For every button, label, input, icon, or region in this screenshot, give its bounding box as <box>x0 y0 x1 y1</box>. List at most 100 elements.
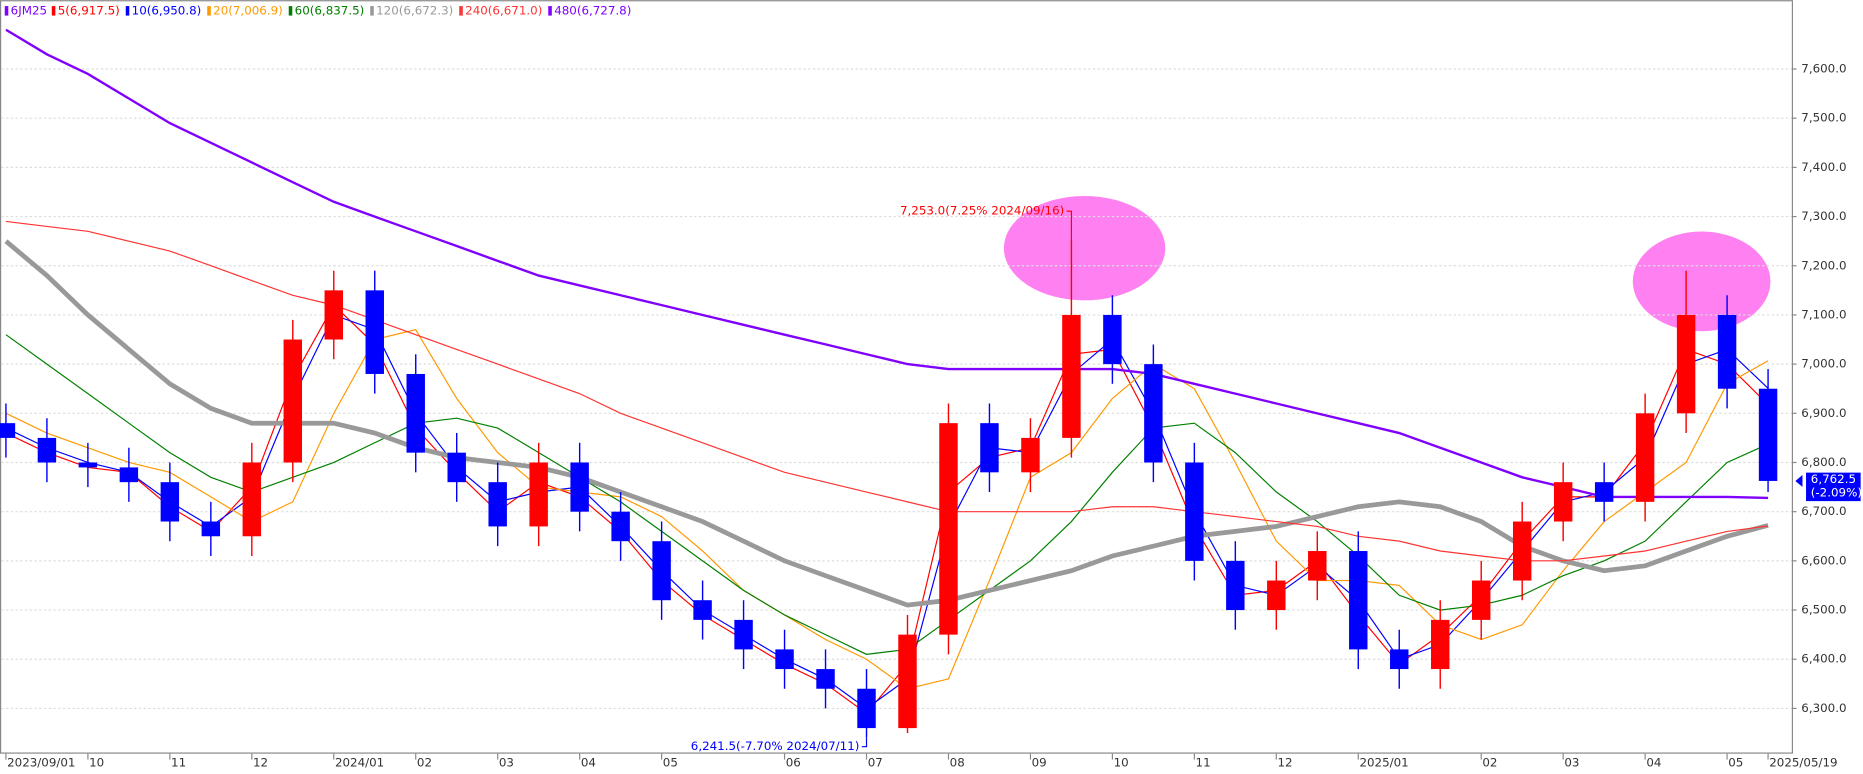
candle-body <box>119 467 139 483</box>
candle-body <box>1062 314 1081 438</box>
candle-body <box>447 452 466 483</box>
candle-body <box>570 462 589 512</box>
candles <box>0 239 1778 738</box>
candle-body <box>406 373 425 453</box>
legend-entry: 240(6,671.0) <box>465 3 542 17</box>
price-tag-arrow <box>1795 475 1803 487</box>
annotation-arrow <box>861 737 868 748</box>
candle-body <box>1349 551 1368 650</box>
candle-body <box>1512 521 1532 581</box>
x-tick-label: 02 <box>1482 756 1497 770</box>
grid <box>1 68 1797 760</box>
ma-line <box>5 329 1769 690</box>
x-tick-label: 07 <box>868 756 883 770</box>
x-tick-label: 11 <box>171 756 186 770</box>
candle-body <box>529 462 548 527</box>
legend-swatch <box>370 6 374 16</box>
legend-entry: 20(7,006.9) <box>213 3 283 17</box>
y-tick-label: 6,900.0 <box>1801 406 1846 420</box>
candle-body <box>1431 619 1450 670</box>
y-tick-label: 6,400.0 <box>1801 652 1846 666</box>
y-tick-label: 7,200.0 <box>1801 258 1846 272</box>
y-tick-label: 7,100.0 <box>1801 307 1846 321</box>
candle-body <box>1226 560 1245 611</box>
labels: 6,300.0 6,400.0 6,500.0 6,600.0 6,700.0 6,800… <box>4 3 1862 770</box>
candle-body <box>78 462 98 468</box>
annotation-text: 6,241.5(-7.70% 2024/07/11) <box>691 739 860 753</box>
legend-entry: 480(6,727.8) <box>554 3 631 17</box>
annotation-text: 7,253.0(7.25% 2024/09/16) <box>900 204 1064 218</box>
x-tick-label: 12 <box>1277 756 1292 770</box>
candle-body <box>1635 413 1655 502</box>
x-tick-label: 03 <box>1564 756 1579 770</box>
candle-body <box>0 423 16 438</box>
x-tick-label: 05 <box>663 756 678 770</box>
candle-body <box>488 482 507 527</box>
candle-body <box>611 511 630 542</box>
y-tick-label: 7,500.0 <box>1801 111 1846 125</box>
legend-swatch <box>207 6 211 16</box>
x-tick-label: 10 <box>1114 756 1129 770</box>
x-tick-label: 08 <box>950 756 965 770</box>
y-tick-label: 6,300.0 <box>1801 701 1846 715</box>
x-tick-label: 2025/01 <box>1359 756 1408 770</box>
candle-body <box>365 290 384 374</box>
y-tick-label: 6,600.0 <box>1801 553 1846 567</box>
x-tick-label: 2023/09/01 <box>7 756 75 770</box>
candle-body <box>1103 314 1122 365</box>
candle-body <box>160 482 180 522</box>
legend-entry: 120(6,672.3) <box>376 3 453 17</box>
y-tick-label: 6,700.0 <box>1801 504 1846 518</box>
candle-body <box>1758 388 1778 481</box>
x-tick-label: 02 <box>417 756 432 770</box>
candle-body <box>1185 462 1204 561</box>
y-tick-label: 7,400.0 <box>1801 160 1846 174</box>
candle-body <box>898 634 917 729</box>
x-tick-label: 04 <box>581 756 596 770</box>
candle-body <box>1553 482 1573 522</box>
y-tick-label: 7,300.0 <box>1801 209 1846 223</box>
x-tick-label: 04 <box>1646 756 1661 770</box>
candle-body <box>775 649 794 670</box>
legend-entry: 60(6,837.5) <box>295 3 365 17</box>
candle-body <box>652 541 671 601</box>
price-tag-box <box>1806 472 1861 502</box>
y-tick-label: 6,500.0 <box>1801 603 1846 617</box>
candle-body <box>1594 482 1614 502</box>
candle-body <box>857 688 876 729</box>
legend-swatch <box>459 6 463 16</box>
legend-swatch <box>51 6 56 16</box>
x-tick-label: 2025/05/19 <box>1769 756 1837 770</box>
legend-swatch <box>288 6 293 16</box>
legend-entry: 10(6,950.8) <box>132 3 202 17</box>
price-tag-change: (-2.09%) <box>1811 485 1862 499</box>
candle-body <box>1676 314 1696 414</box>
highlight-ellipse <box>1632 231 1771 332</box>
x-tick-label: 11 <box>1196 756 1211 770</box>
candle-body <box>242 462 262 537</box>
candle-body <box>324 290 343 340</box>
candle-body <box>816 669 835 689</box>
y-tick-label: 7,000.0 <box>1801 357 1846 371</box>
x-tick-label: 10 <box>89 756 104 770</box>
x-tick-label: 06 <box>786 756 801 770</box>
legend-title: 6JM25 <box>11 3 47 17</box>
candle-body <box>1267 580 1286 611</box>
legend-swatch <box>548 6 552 16</box>
candle-body <box>693 600 712 620</box>
candle-body <box>939 423 958 635</box>
candle-body <box>1717 314 1737 389</box>
price-tag-value: 6,762.5 <box>1811 472 1856 486</box>
candle-body <box>37 437 57 463</box>
y-tick-label: 6,800.0 <box>1801 455 1846 469</box>
ma-line <box>5 28 1769 500</box>
candle-body <box>201 521 221 537</box>
candle-body <box>1144 364 1163 463</box>
x-tick-label: 09 <box>1032 756 1047 770</box>
annotation-arrow <box>1066 210 1073 240</box>
candle-body <box>283 339 303 463</box>
x-tick-label: 2024/01 <box>335 756 384 770</box>
x-tick-label: 12 <box>253 756 268 770</box>
x-tick-label: 05 <box>1728 756 1743 770</box>
